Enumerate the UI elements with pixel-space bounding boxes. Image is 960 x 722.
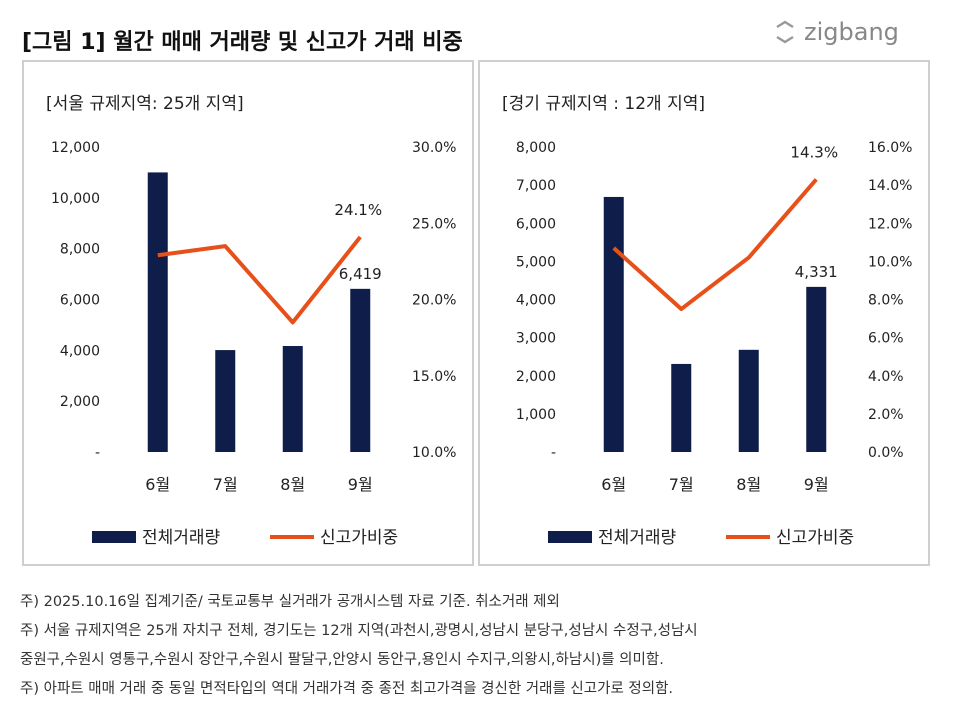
left-axis-tick: 4,000: [516, 293, 556, 309]
left-axis-tick: 6,000: [60, 293, 100, 309]
left-axis-tick: 2,000: [516, 369, 556, 385]
line-data-label: 14.3%: [790, 143, 838, 161]
x-axis-tick: 6월: [145, 475, 170, 494]
x-axis-tick: 9월: [348, 475, 373, 494]
right-axis-tick: 30.0%: [412, 140, 456, 156]
right-axis-tick: 0.0%: [868, 445, 904, 461]
x-axis-tick: 8월: [280, 475, 305, 494]
right-axis-tick: 14.0%: [868, 178, 912, 194]
left-axis-tick: 10,000: [51, 191, 100, 207]
zigbang-logo-icon: [776, 20, 794, 44]
bar-8월: [738, 349, 759, 452]
seoul-chart-panel: [서울 규제지역: 25개 지역] - 2,000 4,000 6,000 8,000 10…: [22, 60, 474, 566]
bar-6월: [603, 196, 624, 452]
left-axis-tick: 3,000: [516, 331, 556, 347]
footnotes: 주) 2025.10.16일 집계기준/ 국토교통부 실거래가 공개시스템 자료…: [20, 588, 698, 704]
bar-9월: [806, 286, 827, 452]
footnote: 중원구,수원시 영통구,수원시 장안구,수원시 팔달구,안양시 동안구,용인시 …: [20, 652, 664, 668]
left-axis-tick: 5,000: [516, 254, 556, 270]
chart-title: [서울 규제지역: 25개 지역]: [46, 94, 244, 114]
x-axis-tick: 8월: [736, 475, 761, 494]
left-axis-tick: 1,000: [516, 407, 556, 423]
right-axis-tick: 20.0%: [412, 293, 456, 309]
right-axis-tick: 16.0%: [868, 140, 912, 156]
footnote: 주) 2025.10.16일 집계기준/ 국토교통부 실거래가 공개시스템 자료…: [20, 594, 560, 610]
x-axis-tick: 7월: [213, 475, 238, 494]
logo-text: zigbang: [804, 18, 899, 46]
gyeonggi-chart-panel: [경기 규제지역 : 12개 지역] - 1,000 2,000 3,000 4,000 5…: [478, 60, 930, 566]
left-axis-tick: 6,000: [516, 216, 556, 232]
chart-title: [경기 규제지역 : 12개 지역]: [502, 94, 705, 114]
right-axis-tick: 10.0%: [868, 254, 912, 270]
right-axis-tick: 6.0%: [868, 331, 904, 347]
left-axis-tick: 7,000: [516, 178, 556, 194]
legend-bar-label: 전체거래량: [142, 528, 221, 548]
right-axis-tick: 12.0%: [868, 216, 912, 232]
right-axis-tick: 8.0%: [868, 293, 904, 309]
legend-line-label: 신고가비중: [776, 528, 854, 548]
seoul-chart: [서울 규제지역: 25개 지역] - 2,000 4,000 6,000 8,000 10…: [46, 94, 456, 548]
x-axis-tick: 7월: [669, 475, 694, 494]
left-axis-tick: 4,000: [60, 343, 100, 359]
line-series: [612, 178, 818, 312]
left-axis-tick: -: [95, 445, 100, 461]
right-axis-tick: 10.0%: [412, 445, 456, 461]
figure-title: [그림 1] 월간 매매 거래량 및 신고가 거래 비중: [22, 30, 463, 55]
zigbang-logo: zigbang: [772, 18, 899, 46]
line-series: [157, 235, 362, 325]
legend-line-label: 신고가비중: [320, 528, 398, 548]
bar-7월: [671, 363, 692, 452]
bar-data-label: 6,419: [339, 265, 382, 283]
footnote: 주) 아파트 매매 거래 중 동일 면적타입의 역대 거래가격 중 종전 최고가…: [20, 681, 674, 697]
bar-6월: [147, 172, 168, 452]
left-axis-tick: -: [551, 445, 556, 461]
bar-8월: [282, 346, 303, 452]
legend-bar-label: 전체거래량: [598, 528, 677, 548]
x-axis-tick: 9월: [804, 475, 829, 494]
left-axis-tick: 8,000: [516, 140, 556, 156]
right-axis-tick: 15.0%: [412, 369, 456, 385]
gyeonggi-chart: [경기 규제지역 : 12개 지역] - 1,000 2,000 3,000 4,000 5…: [502, 94, 912, 548]
bar-data-label: 4,331: [795, 263, 838, 281]
bar-9월: [350, 288, 371, 452]
legend-bar-swatch: [92, 531, 136, 543]
line-data-label: 24.1%: [334, 201, 382, 219]
bar-7월: [215, 350, 236, 452]
left-axis-tick: 12,000: [51, 140, 100, 156]
footnote: 주) 서울 규제지역은 25개 자치구 전체, 경기도는 12개 지역(과천시,…: [20, 623, 698, 639]
left-axis-tick: 8,000: [60, 242, 100, 258]
left-axis-tick: 2,000: [60, 394, 100, 410]
right-axis-tick: 25.0%: [412, 216, 456, 232]
x-axis-tick: 6월: [601, 475, 626, 494]
right-axis-tick: 4.0%: [868, 369, 904, 385]
right-axis-tick: 2.0%: [868, 407, 904, 423]
legend-bar-swatch: [548, 531, 592, 543]
